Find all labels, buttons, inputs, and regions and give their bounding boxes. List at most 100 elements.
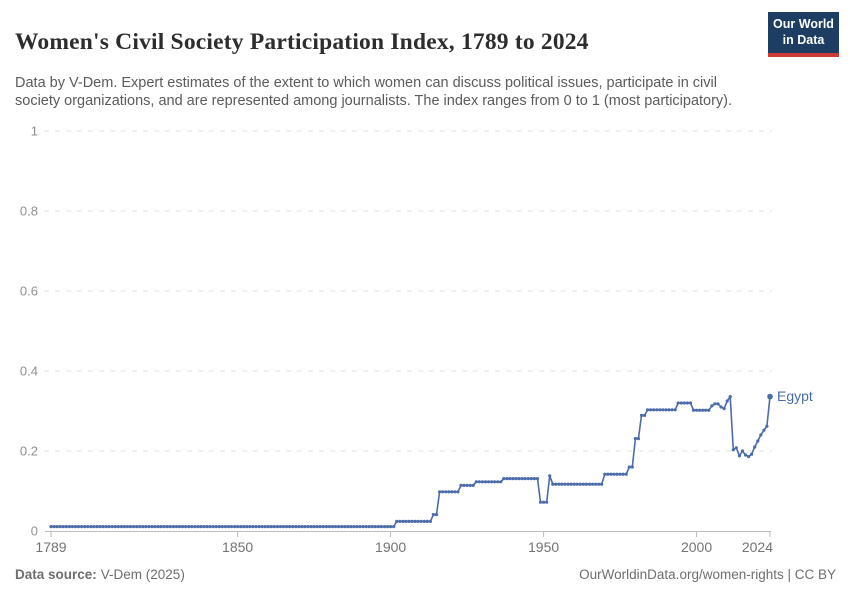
data-point	[538, 500, 543, 504]
data-point	[701, 408, 705, 412]
data-point	[575, 482, 579, 486]
data-point	[144, 525, 148, 529]
data-point	[190, 525, 194, 529]
x-tick-label: 1900	[375, 539, 406, 555]
data-point	[104, 525, 108, 529]
data-point	[135, 525, 139, 529]
data-point	[245, 525, 249, 529]
data-point	[444, 490, 448, 494]
owid-logo-line1: Our World	[773, 17, 834, 31]
data-point	[508, 477, 512, 481]
data-point	[688, 401, 693, 405]
data-point	[600, 482, 604, 486]
data-point	[147, 525, 151, 529]
data-point	[630, 465, 634, 469]
y-tick-label: 0.4	[20, 364, 38, 379]
data-point	[517, 477, 521, 481]
data-point	[646, 408, 650, 412]
data-point	[753, 445, 757, 449]
data-point	[107, 525, 111, 529]
data-point	[578, 482, 582, 486]
data-point	[716, 402, 720, 406]
data-point	[682, 401, 686, 405]
data-point	[459, 483, 463, 487]
data-point	[535, 477, 540, 481]
data-point	[759, 433, 763, 437]
data-point	[352, 525, 356, 529]
data-point	[428, 519, 432, 524]
data-point	[355, 525, 359, 529]
x-tick-label: 2024	[742, 539, 773, 555]
data-point	[211, 525, 215, 529]
data-point	[269, 525, 273, 529]
data-point	[673, 408, 677, 412]
data-point	[330, 525, 335, 529]
data-point	[505, 477, 509, 481]
data-point	[220, 525, 224, 529]
owid-logo-box: Our World in Data	[768, 12, 839, 53]
data-point	[624, 472, 628, 476]
data-point	[572, 482, 576, 486]
data-point	[98, 525, 102, 529]
data-point	[493, 480, 497, 484]
data-point	[465, 483, 469, 487]
data-point	[728, 395, 732, 399]
y-tick-label: 0.6	[20, 284, 38, 299]
data-point	[101, 525, 105, 529]
data-point	[719, 405, 723, 409]
data-source-value: V-Dem (2025)	[100, 567, 185, 582]
data-point	[67, 525, 71, 529]
data-point	[658, 408, 662, 412]
data-point	[248, 525, 252, 529]
data-point	[278, 525, 283, 529]
data-point	[327, 525, 331, 529]
data-point	[208, 525, 212, 529]
data-point	[187, 525, 191, 529]
data-point	[285, 525, 289, 529]
data-point	[266, 525, 270, 529]
data-point	[557, 482, 561, 486]
data-point	[441, 490, 445, 494]
data-point	[376, 525, 380, 529]
data-point	[499, 480, 503, 484]
data-point	[306, 525, 310, 529]
data-point	[615, 472, 619, 476]
data-point	[275, 525, 279, 529]
x-tick-label: 1850	[222, 539, 253, 555]
data-point	[707, 408, 711, 412]
data-point	[150, 525, 154, 529]
data-point	[456, 490, 460, 494]
owid-logo[interactable]: Our World in Data	[768, 12, 839, 57]
data-point	[765, 424, 769, 428]
data-point	[502, 477, 506, 481]
data-point	[698, 408, 702, 412]
data-point	[242, 525, 246, 529]
data-point	[110, 525, 114, 529]
data-point	[756, 439, 760, 443]
data-point	[590, 482, 595, 486]
data-point	[731, 448, 735, 452]
data-point	[217, 525, 221, 529]
data-point	[661, 408, 665, 412]
data-point	[89, 525, 93, 529]
data-point	[551, 482, 555, 486]
data-point	[468, 483, 472, 487]
data-point	[156, 525, 160, 529]
data-point	[95, 525, 99, 529]
data-point	[315, 525, 319, 529]
data-point	[627, 465, 631, 469]
data-point	[722, 407, 726, 411]
data-point	[168, 525, 172, 529]
data-point	[643, 413, 647, 417]
data-point	[480, 480, 484, 484]
data-source-label: Data source:	[15, 567, 97, 582]
data-point	[361, 525, 365, 529]
data-point	[462, 483, 466, 487]
data-point	[300, 525, 304, 529]
owid-logo-accent-bar	[768, 53, 839, 57]
data-point	[199, 525, 203, 529]
data-point	[61, 525, 65, 529]
data-point	[254, 525, 258, 529]
data-point	[233, 525, 237, 529]
citation-link[interactable]: OurWorldinData.org/women-rights | CC BY	[579, 567, 836, 582]
